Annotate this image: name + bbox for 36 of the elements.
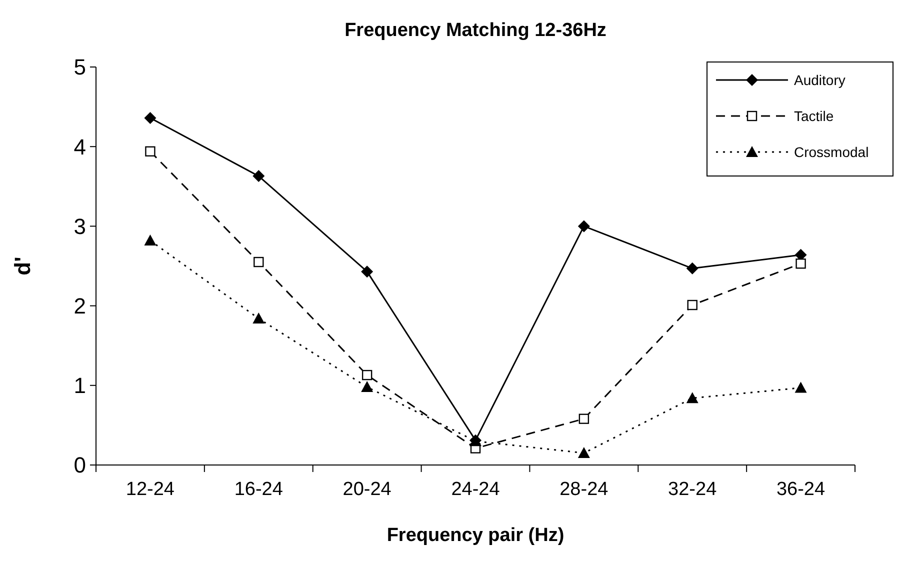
point bbox=[145, 146, 156, 156]
point bbox=[796, 258, 806, 269]
point bbox=[578, 414, 590, 424]
point bbox=[578, 447, 590, 458]
x-tick-label: 24-24 bbox=[451, 479, 500, 500]
point bbox=[144, 112, 156, 124]
point bbox=[252, 170, 265, 182]
y-tick-label: 4 bbox=[74, 134, 86, 160]
point bbox=[361, 266, 374, 278]
point bbox=[144, 234, 156, 246]
y-axis-title: d' bbox=[10, 256, 35, 276]
point bbox=[686, 262, 698, 274]
y-tick-label: 2 bbox=[74, 294, 86, 318]
legend-item: Auditory bbox=[716, 72, 846, 88]
x-tick-label: 16-24 bbox=[234, 479, 284, 500]
y-tick-label: 0 bbox=[74, 452, 86, 478]
legend-item: Tactile bbox=[716, 108, 834, 124]
point bbox=[254, 256, 264, 268]
x-tick-label: 28-24 bbox=[560, 479, 609, 500]
point bbox=[794, 382, 807, 393]
point bbox=[686, 392, 698, 404]
point bbox=[578, 220, 590, 232]
legend-item: Crossmodal bbox=[716, 144, 869, 160]
x-tick-label: 12-24 bbox=[126, 479, 175, 500]
point bbox=[362, 370, 372, 380]
x-tick-label: 36-24 bbox=[776, 479, 826, 500]
x-axis-title: Frequency pair (Hz) bbox=[386, 525, 564, 546]
y-tick-label: 5 bbox=[74, 54, 86, 80]
x-tick-label: 20-24 bbox=[342, 479, 392, 500]
point bbox=[687, 300, 698, 310]
y-tick-label: 1 bbox=[74, 373, 86, 398]
chart-title: Frequency Matching 12-36Hz bbox=[344, 20, 606, 41]
y-tick-label: 3 bbox=[74, 214, 86, 239]
point bbox=[361, 380, 374, 392]
point bbox=[252, 312, 265, 324]
x-tick-label: 32-24 bbox=[668, 479, 718, 500]
